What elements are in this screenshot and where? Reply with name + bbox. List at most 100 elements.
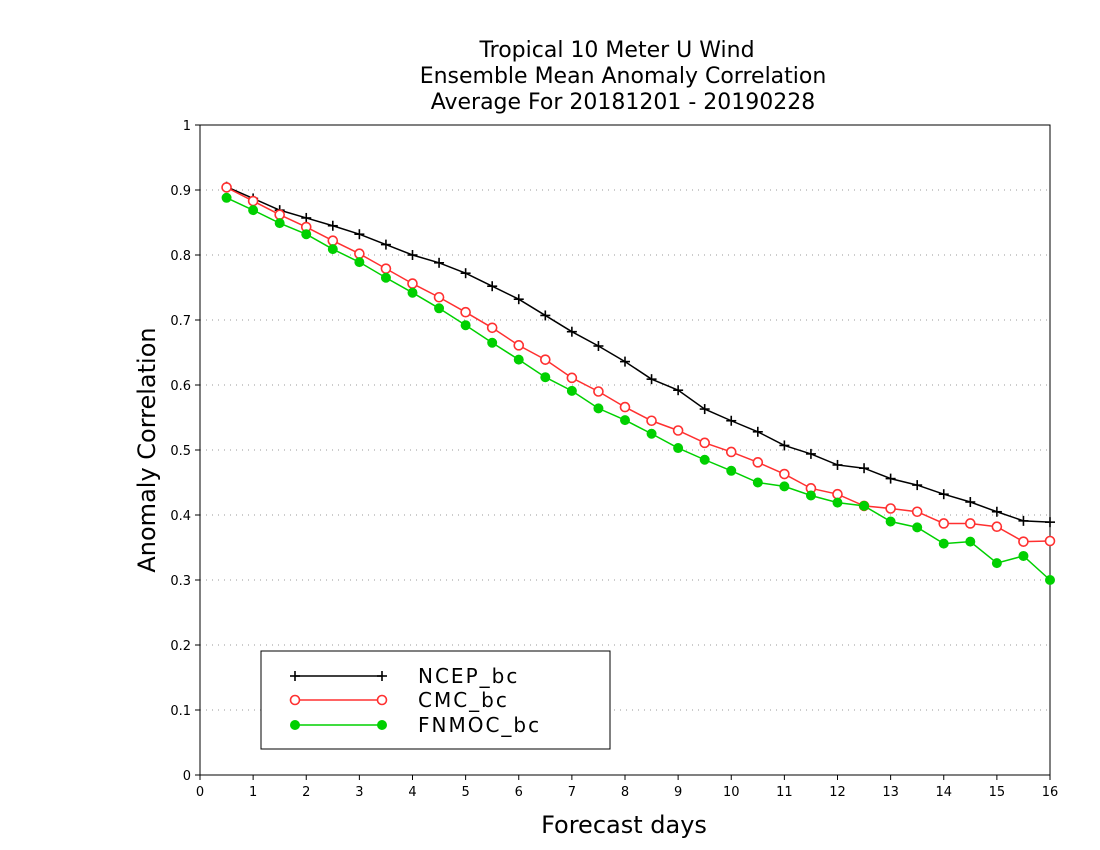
data-point-0-29: [991, 506, 1002, 517]
x-tick-label-10: 10: [723, 785, 740, 800]
x-tick-label-9: 9: [674, 785, 682, 800]
data-point-0-30: [1018, 515, 1029, 526]
data-point-0-6: [380, 239, 391, 250]
data-point-0-22: [805, 448, 816, 459]
data-point-2-23: [832, 497, 843, 508]
data-point-2-12: [540, 372, 551, 383]
legend-label-fnmoc: FNMOC_bc: [418, 713, 541, 737]
data-point-1-23: [832, 488, 843, 500]
legend-marker-start-1: [289, 694, 301, 706]
data-point-2-0: [221, 192, 232, 203]
data-point-1-16: [646, 415, 657, 427]
data-point-1-5: [354, 248, 365, 259]
gridlines: [200, 189, 1050, 711]
y-tick-label-6: 0.6: [170, 379, 191, 394]
series-cmc-bc: [221, 182, 1056, 547]
data-point-1-11: [513, 340, 525, 351]
chart-title-line-1: Tropical 10 Meter U Wind: [478, 38, 754, 63]
data-point-0-27: [938, 489, 949, 500]
y-tick-label-9: 0.9: [170, 184, 191, 199]
x-tick-label-11: 11: [776, 785, 793, 800]
data-point-0-8: [434, 257, 445, 268]
data-point-1-31: [1044, 535, 1056, 547]
y-tick-label-0: 0: [183, 769, 191, 784]
data-point-1-2: [274, 209, 285, 220]
data-point-0-16: [646, 374, 657, 385]
series-ncep-bc: [221, 181, 1055, 528]
data-point-0-13: [566, 326, 577, 337]
data-point-0-28: [965, 497, 976, 507]
data-point-2-17: [673, 443, 684, 454]
x-axis-label: Forecast days: [541, 811, 707, 839]
data-point-0-11: [513, 294, 524, 305]
data-point-1-19: [725, 446, 737, 458]
data-point-1-30: [1018, 536, 1029, 547]
chart-title-line-3: Average For 20181201 - 20190228: [431, 90, 816, 115]
data-point-0-24: [859, 463, 870, 474]
legend: NCEP_bc CMC_bc FNMOC_bc: [260, 650, 611, 750]
data-point-0-21: [779, 440, 790, 451]
data-point-1-21: [779, 468, 790, 480]
data-point-2-3: [301, 229, 312, 240]
x-tick-label-6: 6: [515, 785, 523, 800]
data-point-0-19: [726, 415, 737, 426]
x-tick-label-14: 14: [935, 785, 952, 800]
legend-marker-start-0: [290, 671, 300, 681]
data-point-2-15: [620, 415, 630, 426]
data-point-0-25: [885, 473, 896, 484]
x-tick-label-13: 13: [882, 785, 899, 800]
data-point-2-19: [726, 465, 737, 476]
x-tick-label-4: 4: [408, 785, 416, 800]
x-tick-label-12: 12: [829, 785, 846, 800]
y-tick-label-3: 0.3: [170, 574, 191, 589]
data-point-1-20: [752, 457, 764, 468]
data-point-1-9: [460, 306, 471, 318]
data-point-1-26: [911, 506, 923, 518]
legend-marker-end-1: [376, 694, 388, 706]
data-point-0-15: [620, 356, 630, 367]
data-point-1-18: [699, 437, 710, 449]
data-point-1-28: [965, 518, 976, 529]
data-point-1-7: [407, 278, 418, 289]
data-point-2-16: [646, 428, 657, 439]
data-point-2-31: [1045, 575, 1055, 585]
data-point-2-30: [1018, 550, 1029, 561]
data-point-1-14: [593, 386, 604, 397]
data-point-0-20: [752, 426, 763, 437]
y-tick-label-7: 0.7: [170, 314, 191, 329]
data-point-1-8: [433, 291, 445, 303]
series-line-0: [226, 186, 1051, 523]
data-point-1-1: [247, 195, 259, 207]
data-point-0-12: [540, 310, 551, 321]
legend-marker-start-2: [290, 720, 300, 730]
data-point-0-23: [832, 459, 843, 470]
data-point-2-8: [434, 303, 445, 314]
data-point-1-10: [486, 322, 498, 334]
data-point-1-27: [938, 518, 950, 529]
data-point-0-31: [1045, 517, 1055, 528]
data-point-0-18: [699, 404, 710, 415]
x-tick-label-0: 0: [196, 785, 204, 800]
legend-label-cmc: CMC_bc: [418, 688, 509, 712]
data-point-0-26: [912, 480, 923, 491]
data-point-2-7: [407, 287, 418, 298]
data-point-2-27: [938, 538, 949, 549]
data-point-1-12: [540, 354, 551, 365]
y-tick-label-10: 1: [183, 119, 191, 134]
data-point-1-4: [327, 235, 339, 246]
data-point-2-22: [805, 490, 816, 501]
data-point-1-13: [566, 372, 578, 384]
data-point-2-9: [460, 320, 471, 331]
legend-marker-end-2: [377, 720, 387, 730]
series-layer: [221, 181, 1056, 585]
x-axis: 0 1 2 3 4 5 6 7 8 9 10 11 12 13 14 15 16: [196, 775, 1058, 800]
y-tick-label-5: 0.5: [170, 444, 191, 459]
series-fnmoc-bc: [221, 192, 1055, 585]
data-point-1-6: [380, 263, 392, 274]
x-tick-label-1: 1: [249, 785, 257, 800]
data-point-2-2: [274, 218, 285, 229]
data-point-2-6: [380, 272, 391, 283]
data-point-2-1: [248, 205, 259, 216]
data-point-2-5: [354, 257, 365, 268]
